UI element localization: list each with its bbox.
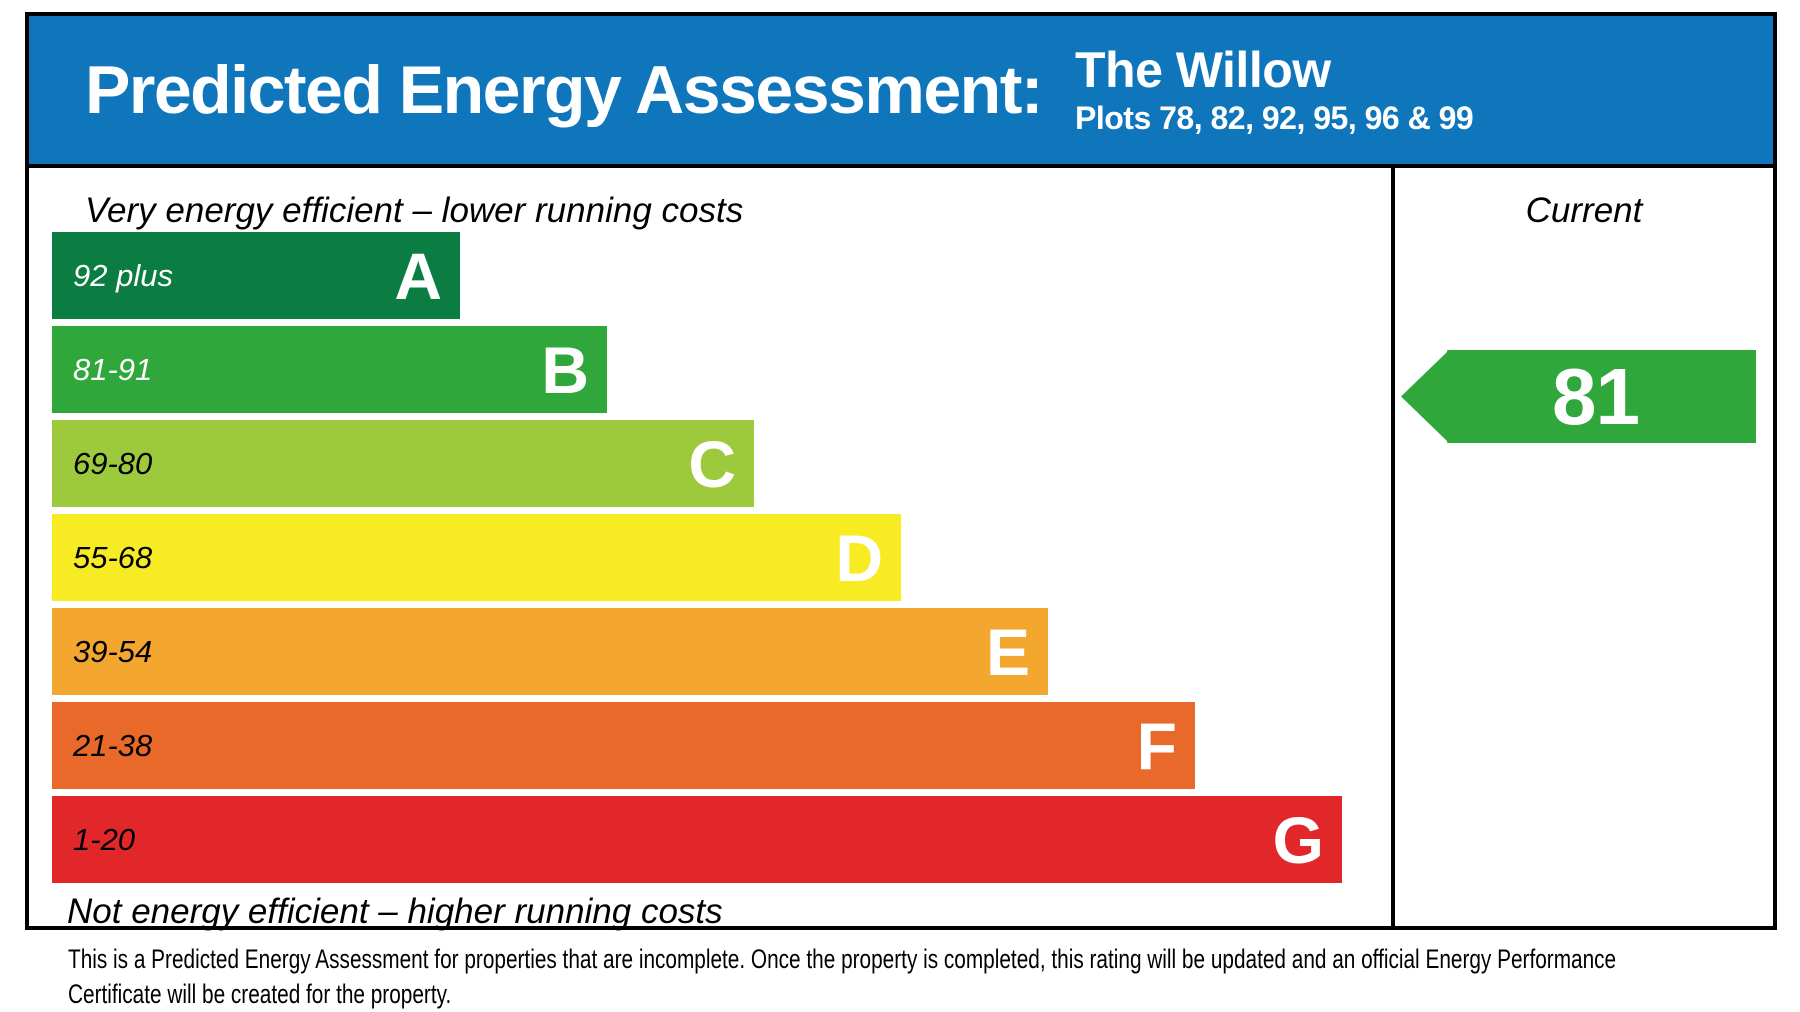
band-letter: A bbox=[394, 238, 442, 313]
band-row: 69-80 C bbox=[52, 420, 754, 507]
rating-chart: Very energy efficient – lower running co… bbox=[29, 168, 1391, 931]
card-body: Very energy efficient – lower running co… bbox=[29, 168, 1773, 931]
band-row: 55-68 D bbox=[52, 514, 901, 601]
current-rating-value: 81 bbox=[1552, 351, 1640, 441]
band-row: 81-91 B bbox=[52, 326, 607, 413]
property-plots: Plots 78, 82, 92, 95, 96 & 99 bbox=[1075, 100, 1474, 136]
band-row: 39-54 E bbox=[52, 608, 1048, 695]
band-range-label: 92 plus bbox=[73, 257, 173, 293]
band-letter: B bbox=[541, 332, 589, 407]
band-letter: D bbox=[835, 520, 883, 595]
band-range-label: 39-54 bbox=[73, 633, 153, 669]
page-title: Predicted Energy Assessment: bbox=[85, 52, 1043, 128]
current-rating-arrow: 81 bbox=[1401, 350, 1756, 443]
band-range-label: 55-68 bbox=[73, 539, 153, 575]
header: Predicted Energy Assessment: The Willow … bbox=[29, 16, 1773, 168]
band-letter: G bbox=[1272, 802, 1324, 877]
band-letter: F bbox=[1136, 708, 1177, 783]
current-column: Current 81 bbox=[1395, 168, 1773, 926]
band-range-label: 69-80 bbox=[73, 445, 153, 481]
band-row: 1-20 G bbox=[52, 796, 1342, 883]
top-efficiency-label: Very energy efficient – lower running co… bbox=[85, 191, 744, 230]
footer-line-1: This is a Predicted Energy Assessment fo… bbox=[68, 944, 1617, 974]
footer-note: This is a Predicted Energy Assessment fo… bbox=[68, 942, 1800, 1012]
assessment-card: Predicted Energy Assessment: The Willow … bbox=[25, 12, 1777, 931]
property-block: The Willow Plots 78, 82, 92, 95, 96 & 99 bbox=[1075, 42, 1474, 138]
band-letter: E bbox=[985, 614, 1030, 689]
band-range-label: 81-91 bbox=[73, 351, 153, 387]
band-range-label: 21-38 bbox=[73, 727, 153, 763]
property-name: The Willow bbox=[1075, 42, 1331, 98]
vertical-divider bbox=[1391, 168, 1395, 926]
band-range-label: 1-20 bbox=[73, 821, 136, 857]
band-row: 21-38 F bbox=[52, 702, 1195, 789]
bands: 92 plus A 81-91 B 69-80 C 55-68 D 39-54 … bbox=[52, 232, 1391, 883]
current-column-header: Current bbox=[1525, 191, 1643, 230]
band-row: 92 plus A bbox=[52, 232, 460, 319]
footer-line-2: Certificate will be created for the prop… bbox=[68, 979, 452, 1009]
bottom-efficiency-label: Not energy efficient – higher running co… bbox=[67, 892, 723, 931]
band-letter: C bbox=[688, 426, 736, 501]
